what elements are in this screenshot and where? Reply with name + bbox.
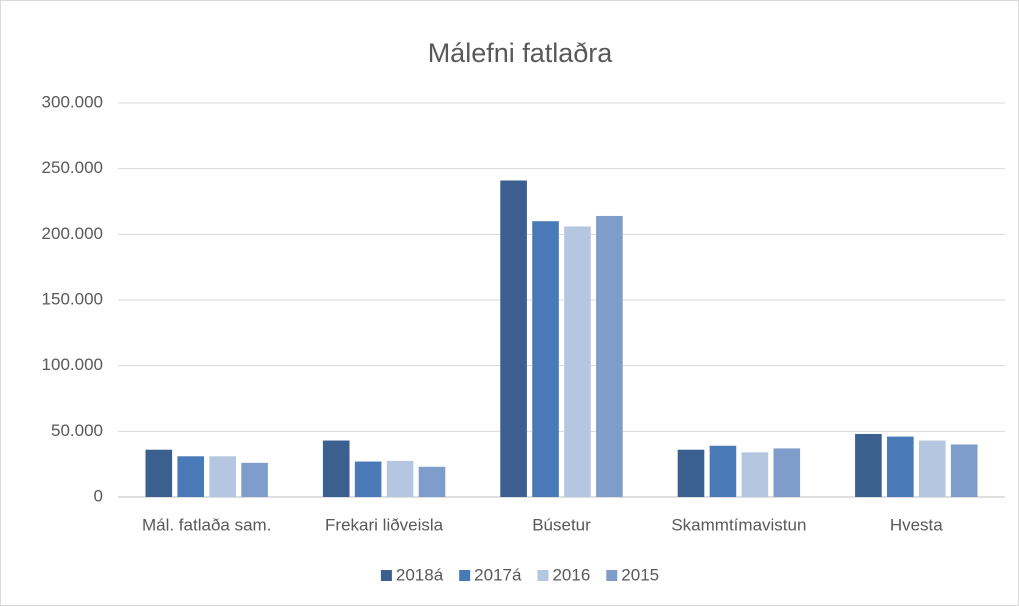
- y-tick-label: 250.000: [42, 158, 103, 177]
- y-tick-label: 300.000: [42, 92, 103, 111]
- bar: [773, 448, 801, 497]
- legend-label: 2017á: [474, 565, 522, 584]
- bar: [564, 226, 591, 497]
- bar: [677, 449, 705, 497]
- bar: [918, 440, 946, 497]
- bar: [177, 456, 205, 497]
- y-tick-label: 0: [94, 486, 103, 505]
- y-tick-label: 150.000: [42, 289, 103, 308]
- legend-swatch: [380, 570, 392, 581]
- bar: [887, 436, 914, 497]
- x-tick-label: Frekari liðveisla: [325, 515, 444, 534]
- bar: [741, 452, 769, 497]
- x-tick-label: Mál. fatlaða sam.: [142, 515, 271, 534]
- bar: [855, 433, 882, 497]
- y-tick-label: 50.000: [51, 421, 103, 440]
- legend-label: 2018á: [396, 565, 444, 584]
- legend: 2018á 2017á 2016 2015: [380, 565, 659, 584]
- bar: [418, 466, 446, 497]
- bar: [532, 221, 559, 497]
- bar: [596, 215, 623, 498]
- legend-label: 2015: [621, 565, 659, 584]
- legend-label: 2016: [552, 565, 590, 584]
- bar: [386, 460, 414, 497]
- bar: [322, 440, 350, 497]
- bar: [145, 449, 173, 497]
- x-tick-label: Skammtímavistun: [671, 515, 806, 534]
- x-tick-label: Hvesta: [890, 515, 943, 534]
- chart-title: Málefni fatlaðra: [428, 38, 614, 68]
- bar: [500, 180, 527, 497]
- bar: [241, 462, 268, 497]
- legend-swatch: [459, 570, 471, 581]
- legend-swatch: [537, 570, 549, 581]
- y-tick-label: 100.000: [42, 355, 103, 374]
- bar: [709, 445, 737, 497]
- bar: [354, 461, 382, 497]
- legend-swatch: [606, 570, 618, 581]
- y-tick-label: 200.000: [42, 224, 103, 243]
- x-tick-label: Búsetur: [532, 515, 591, 534]
- bar: [950, 444, 978, 497]
- bar: [209, 456, 236, 497]
